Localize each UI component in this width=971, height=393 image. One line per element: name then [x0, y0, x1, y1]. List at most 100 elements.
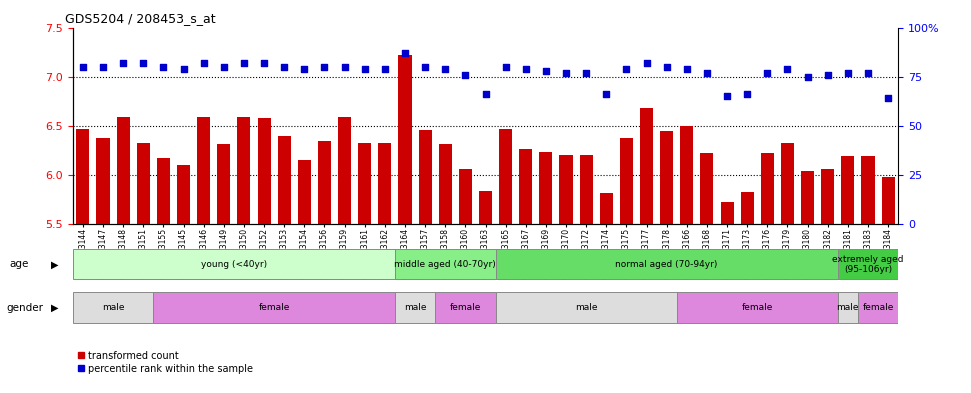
Bar — [73, 292, 153, 323]
Text: extremely aged
(95-106yr): extremely aged (95-106yr) — [832, 255, 904, 274]
Bar — [519, 149, 532, 224]
Bar — [218, 145, 230, 224]
Text: male: male — [404, 303, 426, 312]
Point — [317, 64, 332, 70]
Bar — [619, 138, 633, 224]
Bar — [801, 171, 814, 224]
Bar — [298, 160, 311, 224]
Point — [176, 66, 191, 72]
Point — [216, 64, 231, 70]
Bar — [677, 292, 838, 323]
Bar — [781, 143, 794, 224]
Point — [457, 72, 473, 78]
Point — [820, 72, 835, 78]
Bar — [539, 152, 552, 224]
Bar — [559, 155, 573, 224]
Text: female: female — [742, 303, 773, 312]
Text: female: female — [450, 303, 481, 312]
Bar — [395, 249, 495, 279]
Bar — [700, 153, 714, 224]
Bar — [882, 177, 894, 224]
Point — [236, 60, 251, 66]
Bar — [838, 249, 898, 279]
Point — [296, 66, 312, 72]
Point — [699, 70, 715, 76]
Bar — [580, 155, 592, 224]
Bar — [358, 143, 371, 224]
Bar — [761, 153, 774, 224]
Point — [558, 70, 574, 76]
Point — [397, 50, 413, 56]
Bar — [117, 117, 130, 224]
Point — [840, 70, 855, 76]
Point — [196, 60, 212, 66]
Point — [155, 64, 171, 70]
Bar — [395, 292, 435, 323]
Point — [357, 66, 373, 72]
Point — [478, 91, 493, 97]
Bar — [640, 108, 653, 224]
Text: male: male — [102, 303, 124, 312]
Bar — [398, 55, 412, 224]
Point — [598, 91, 614, 97]
Bar — [838, 292, 858, 323]
Point — [277, 64, 292, 70]
Bar — [681, 126, 693, 224]
Point — [518, 66, 533, 72]
Point — [136, 60, 151, 66]
Bar — [153, 292, 395, 323]
Bar — [237, 117, 251, 224]
Point — [377, 66, 392, 72]
Bar — [861, 156, 875, 224]
Bar — [197, 117, 210, 224]
Point — [75, 64, 90, 70]
Bar — [318, 141, 331, 224]
Point — [720, 93, 735, 99]
Bar — [720, 202, 734, 224]
Bar — [379, 143, 391, 224]
Point — [337, 64, 352, 70]
Bar — [157, 158, 170, 224]
Bar — [137, 143, 150, 224]
Point — [95, 64, 111, 70]
Bar — [278, 136, 290, 224]
Point — [800, 73, 816, 80]
Bar — [77, 129, 89, 224]
Bar — [495, 249, 838, 279]
Bar — [495, 292, 677, 323]
Bar — [419, 130, 432, 224]
Point — [498, 64, 514, 70]
Text: male: male — [837, 303, 859, 312]
Text: ▶: ▶ — [51, 303, 59, 312]
Bar — [338, 117, 352, 224]
Point — [881, 95, 896, 101]
Text: female: female — [862, 303, 893, 312]
Legend: transformed count, percentile rank within the sample: transformed count, percentile rank withi… — [78, 351, 253, 374]
Point — [418, 64, 433, 70]
Bar — [96, 138, 110, 224]
Bar — [600, 193, 613, 224]
Point — [438, 66, 453, 72]
Bar — [858, 292, 898, 323]
Bar — [741, 191, 753, 224]
Point — [619, 66, 634, 72]
Text: ▶: ▶ — [51, 259, 59, 269]
Bar — [499, 129, 512, 224]
Bar — [439, 145, 452, 224]
Point — [759, 70, 775, 76]
Text: GDS5204 / 208453_s_at: GDS5204 / 208453_s_at — [64, 12, 216, 25]
Text: female: female — [258, 303, 289, 312]
Point — [679, 66, 694, 72]
Text: gender: gender — [7, 303, 44, 312]
Point — [256, 60, 272, 66]
Bar — [660, 130, 673, 224]
Text: normal aged (70-94yr): normal aged (70-94yr) — [616, 260, 718, 269]
Text: young (<40yr): young (<40yr) — [201, 260, 267, 269]
Point — [639, 60, 654, 66]
Text: middle aged (40-70yr): middle aged (40-70yr) — [394, 260, 496, 269]
Bar — [459, 169, 472, 224]
Text: male: male — [575, 303, 597, 312]
Point — [860, 70, 876, 76]
Bar — [479, 191, 492, 224]
Bar — [841, 156, 854, 224]
